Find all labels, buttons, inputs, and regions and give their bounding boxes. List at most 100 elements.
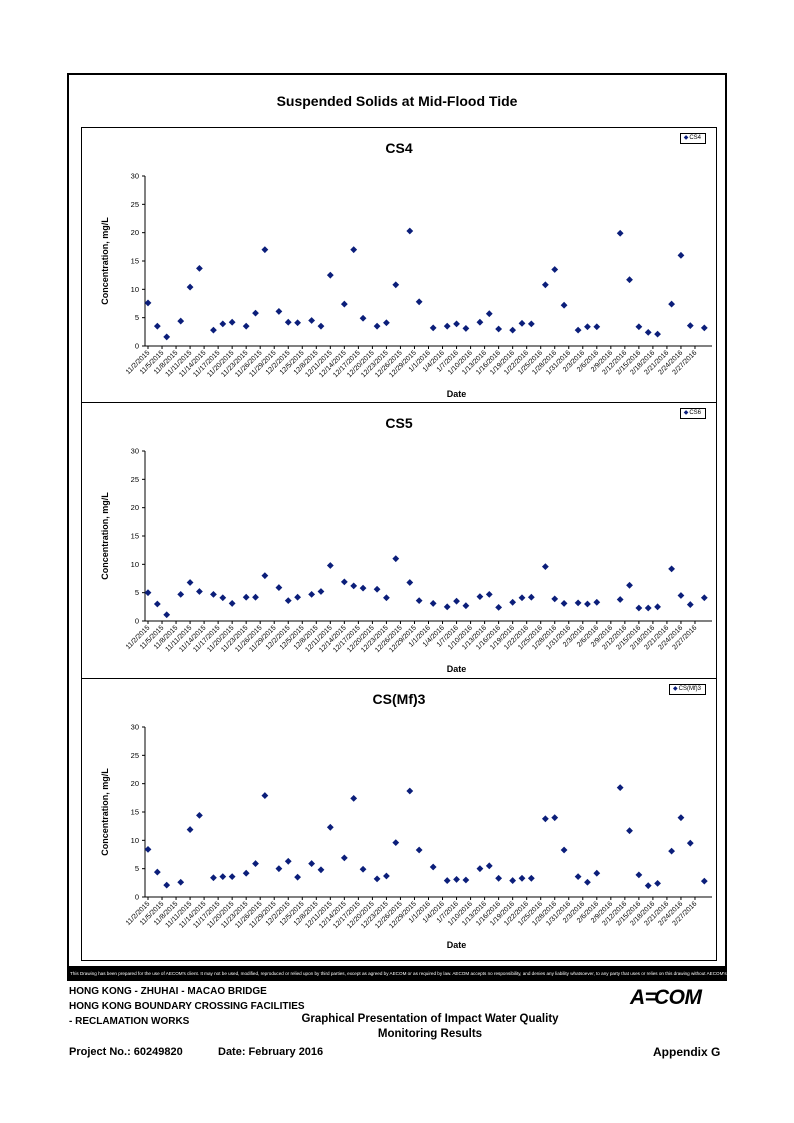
disclaimer-bar: This Drawing has been prepared for the u… bbox=[67, 966, 727, 981]
data-point bbox=[551, 595, 559, 603]
chart-title: CS4 bbox=[385, 140, 413, 156]
data-point bbox=[228, 318, 236, 326]
data-point bbox=[686, 322, 694, 329]
chart-title: CS(Mf)3 bbox=[372, 691, 426, 707]
data-point bbox=[359, 584, 367, 592]
data-point bbox=[326, 562, 334, 569]
data-point bbox=[644, 329, 652, 336]
data-point bbox=[144, 846, 152, 853]
data-point bbox=[495, 874, 503, 882]
data-point bbox=[668, 565, 675, 573]
data-point bbox=[350, 582, 358, 590]
data-point bbox=[210, 590, 217, 598]
chart-panel-cs4: 0 5 10 15 20 25 30 11/2/2015 11/5/2015 11/8/2015 1… bbox=[81, 127, 717, 403]
appendix-label: Appendix G bbox=[653, 1045, 721, 1059]
diamond-marker-icon: ◆ bbox=[673, 686, 678, 692]
data-point bbox=[144, 299, 152, 307]
data-point bbox=[210, 326, 217, 334]
data-point bbox=[252, 309, 259, 317]
data-point bbox=[177, 878, 185, 886]
data-point bbox=[518, 319, 526, 327]
data-point bbox=[677, 251, 685, 259]
data-point bbox=[163, 611, 171, 619]
data-point bbox=[509, 326, 517, 334]
data-point bbox=[284, 857, 292, 865]
aecom-logo: A=COM bbox=[630, 986, 702, 1009]
data-point bbox=[153, 322, 161, 330]
data-point bbox=[350, 246, 358, 254]
y-tick-label: 25 bbox=[131, 200, 139, 209]
data-point bbox=[476, 593, 484, 601]
y-tick-label: 5 bbox=[135, 313, 139, 322]
data-point bbox=[261, 246, 269, 254]
data-point bbox=[551, 814, 559, 822]
data-point bbox=[560, 301, 568, 309]
data-point bbox=[359, 865, 367, 873]
data-point bbox=[429, 863, 437, 871]
data-point bbox=[228, 873, 236, 880]
data-point bbox=[317, 866, 325, 874]
data-point bbox=[485, 310, 493, 318]
data-point bbox=[186, 826, 194, 833]
data-point bbox=[177, 317, 185, 325]
data-point bbox=[284, 597, 292, 604]
chart-legend: ◆CS6 bbox=[679, 408, 706, 419]
data-point bbox=[242, 322, 250, 330]
project-number: Project No.: 60249820 bbox=[69, 1046, 183, 1058]
y-axis-title: Concentration, mg/L bbox=[100, 768, 110, 856]
data-point bbox=[462, 876, 470, 884]
data-point bbox=[359, 314, 367, 322]
data-point bbox=[275, 584, 283, 591]
y-tick-label: 15 bbox=[131, 808, 139, 817]
data-point bbox=[626, 581, 633, 589]
data-point bbox=[219, 594, 227, 602]
y-tick-label: 20 bbox=[131, 228, 139, 237]
data-point bbox=[593, 869, 601, 877]
chart-svg: 05101520253011/2/201511/5/201511/8/20151… bbox=[100, 447, 712, 674]
y-tick-label: 0 bbox=[135, 617, 139, 626]
project-line-3: - RECLAMATION WORKS bbox=[69, 1016, 190, 1027]
data-point bbox=[453, 597, 460, 605]
page-title: Suspended Solids at Mid-Flood Tide bbox=[276, 93, 518, 109]
data-point bbox=[294, 873, 301, 881]
data-point bbox=[527, 320, 535, 328]
data-point bbox=[453, 320, 460, 328]
data-point bbox=[635, 323, 643, 331]
drawing-frame: Suspended Solids at Mid-Flood Tide 0 5 10 1… bbox=[67, 73, 727, 980]
data-point bbox=[392, 555, 400, 563]
data-point bbox=[654, 880, 661, 887]
y-tick-label: 5 bbox=[135, 588, 139, 597]
data-point bbox=[340, 300, 348, 308]
data-point bbox=[654, 330, 661, 338]
data-point bbox=[485, 590, 493, 598]
data-point bbox=[261, 572, 269, 580]
data-point bbox=[373, 875, 381, 883]
data-point bbox=[686, 601, 694, 608]
data-point bbox=[443, 877, 451, 884]
y-tick-label: 10 bbox=[131, 836, 139, 845]
data-point bbox=[518, 874, 526, 882]
data-point bbox=[228, 600, 236, 607]
chart-title: CS5 bbox=[385, 415, 413, 431]
data-point bbox=[153, 600, 161, 608]
data-point bbox=[163, 333, 171, 341]
data-point bbox=[373, 585, 381, 593]
data-point bbox=[476, 865, 484, 873]
data-point bbox=[415, 597, 423, 604]
data-point bbox=[495, 604, 503, 611]
data-point bbox=[392, 281, 400, 289]
data-point bbox=[700, 594, 708, 602]
data-point bbox=[560, 846, 568, 854]
data-point bbox=[340, 854, 348, 862]
data-point bbox=[186, 283, 194, 291]
data-point bbox=[527, 874, 535, 882]
data-point bbox=[308, 860, 316, 867]
data-point bbox=[373, 322, 381, 330]
data-point bbox=[144, 589, 152, 597]
data-point bbox=[383, 872, 390, 880]
data-point bbox=[429, 600, 437, 607]
data-point bbox=[261, 792, 269, 799]
data-point bbox=[495, 325, 503, 333]
data-point bbox=[350, 795, 358, 802]
data-point bbox=[616, 784, 624, 792]
